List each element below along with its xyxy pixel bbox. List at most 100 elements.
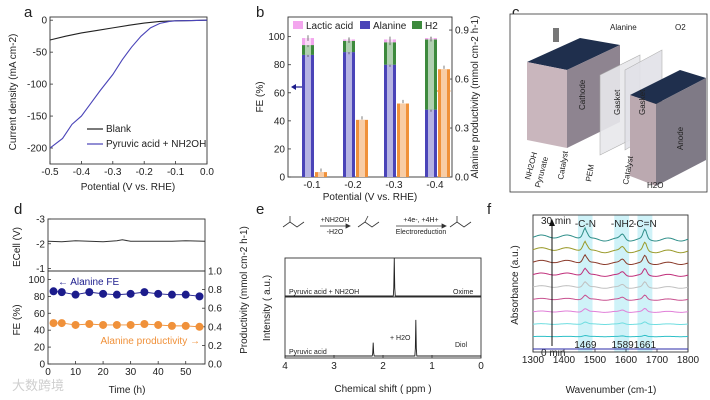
- scheme-step1-bottom: -H2O: [327, 229, 344, 236]
- b-ylabel: FE (%): [255, 81, 266, 112]
- a-x-tick-label: -0.4: [73, 167, 91, 178]
- d-fe-point: [49, 287, 58, 296]
- f-x-tick-label: 1600: [615, 355, 638, 366]
- d-fe-point: [71, 290, 80, 299]
- a-x-tick-label: -0.1: [167, 167, 185, 178]
- a-x-tick-label: -0.5: [41, 167, 59, 178]
- d-x-tick-label: 10: [70, 367, 82, 378]
- f-band-label: -NH2: [611, 219, 635, 230]
- a-legend: Blank Pyruvic acid + NH2OH: [87, 124, 206, 150]
- e-plot-frame: [284, 257, 482, 359]
- d-fe-point: [140, 288, 149, 297]
- d-y-tick-label: 60: [34, 309, 46, 320]
- legend-alanine: Alanine: [373, 21, 407, 32]
- a-xlabel: Potential (V vs. RHE): [81, 182, 175, 193]
- f-spectrum-trace: [532, 240, 689, 254]
- d-fe-point: [112, 290, 121, 299]
- legend-swatch-lactic: [293, 21, 303, 29]
- f-band-highlight: [577, 215, 593, 352]
- b-y-tick-label: 20: [274, 144, 286, 155]
- scheme-step1-top: +NH2OH: [321, 217, 350, 224]
- f-band-wavenumber: 1469: [574, 340, 597, 351]
- watermark: 大数跨境: [12, 378, 64, 393]
- d-xlabel: Time (h): [109, 385, 146, 396]
- f-x-tick-label: 1700: [646, 355, 669, 366]
- b-legend: Lactic acid Alanine H2: [293, 21, 438, 32]
- a-ylabel: Current density (mA cm-2): [8, 34, 19, 151]
- d-fe-point: [167, 290, 176, 299]
- e-trace-label-top: Pyruvic acid + NH2OH: [289, 289, 359, 296]
- e-trace-label-bottom: Pyruvic acid: [289, 349, 327, 356]
- legend-pyruvic: Pyruvic acid + NH2OH: [106, 139, 206, 150]
- d-fe-point: [154, 289, 163, 298]
- a-series-line-0: [49, 19, 208, 41]
- d-top-frame: [47, 218, 206, 272]
- d-bottom-frame: [47, 270, 206, 365]
- f-x-tick-label: 1400: [553, 355, 576, 366]
- bar-highlight: [428, 109, 434, 177]
- f-band-highlight: [614, 215, 630, 352]
- d-productivity-point: [85, 320, 94, 329]
- d-y-tick-label: 100: [28, 275, 45, 286]
- c-label-h2o: H2O: [647, 181, 663, 190]
- d-ytop-tick-label: -1: [36, 264, 45, 275]
- d-yr-tick-label: 0.0: [208, 360, 222, 371]
- bar-highlight: [359, 119, 365, 177]
- d-productivity-point: [71, 320, 80, 329]
- a-y-tick-label: -100: [27, 80, 47, 91]
- scheme-step2-bottom: Electroreduction: [396, 229, 447, 236]
- c-label-o2: O2: [675, 23, 686, 32]
- d-productivity-point: [181, 321, 190, 330]
- f-xlabel: Wavenumber (cm-1): [566, 385, 657, 396]
- b-xlabel: Potential (V vs. RHE): [323, 192, 417, 203]
- d-ecell-line: [47, 239, 206, 243]
- panel-label-c: c: [512, 4, 520, 21]
- b-y-tick-label: 100: [268, 32, 285, 43]
- f-spectrum-trace: [532, 294, 689, 301]
- d-productivity-point: [99, 320, 108, 329]
- e-x-tick-label: 2: [380, 361, 386, 372]
- a-x-tick-label: -0.2: [136, 167, 154, 178]
- d-productivity-point: [126, 320, 135, 329]
- c-label-cathode: Cathode: [578, 79, 587, 110]
- a-series-line-1: [49, 19, 208, 149]
- d-x-tick-label: 0: [45, 367, 51, 378]
- bar-highlight: [346, 52, 352, 177]
- panel-label-d: d: [14, 201, 22, 218]
- f-time-start: 0 min: [541, 348, 565, 359]
- f-band-highlight: [637, 215, 653, 352]
- f-spectrum-trace: [532, 321, 689, 325]
- f-time-end: 30 min: [541, 216, 571, 227]
- f-spectrum-trace: [532, 267, 689, 277]
- d-ytop-tick-label: -2: [36, 239, 45, 250]
- d-y-tick-label: 20: [34, 343, 46, 354]
- bar-highlight: [387, 64, 393, 177]
- bar-highlight: [318, 172, 324, 177]
- f-band-label: -C-N: [575, 219, 596, 230]
- b-yr-tick-label: 0.9: [455, 26, 469, 37]
- d-ylabel-top: ECell (V): [12, 227, 23, 267]
- d-y-tick-label: 40: [34, 326, 46, 337]
- b-yr-tick-label: 0.3: [455, 124, 469, 135]
- d-yr-tick-label: 0.2: [208, 341, 222, 352]
- f-band-wavenumber: 1589: [611, 340, 634, 351]
- legend-h2: H2: [425, 21, 438, 32]
- d-fe-point: [181, 290, 190, 299]
- a-x-tick-label: -0.3: [104, 167, 122, 178]
- d-ylabel: FE (%): [12, 304, 23, 335]
- d-ylabel-right: Productivity (mmol cm-2 h-1): [239, 226, 250, 354]
- a-y-tick-label: -200: [27, 144, 47, 155]
- b-x-tick-label: -0.3: [385, 180, 403, 191]
- e-x-tick-label: 1: [429, 361, 435, 372]
- f-plot-frame: [532, 214, 689, 353]
- d-productivity-point: [167, 321, 176, 330]
- b-y-tick-label: 80: [274, 60, 286, 71]
- bar-highlight: [400, 103, 406, 177]
- e-nmr-trace-1: [285, 319, 481, 357]
- b-y-tick-label: 40: [274, 116, 286, 127]
- b-yr-tick-label: 0.0: [455, 173, 469, 184]
- legend-swatch-alanine: [360, 21, 370, 29]
- f-time-arrow-head: [549, 219, 555, 226]
- e-x-tick-label: 4: [282, 361, 288, 372]
- e-annotation-oxime: Oxime: [453, 289, 473, 296]
